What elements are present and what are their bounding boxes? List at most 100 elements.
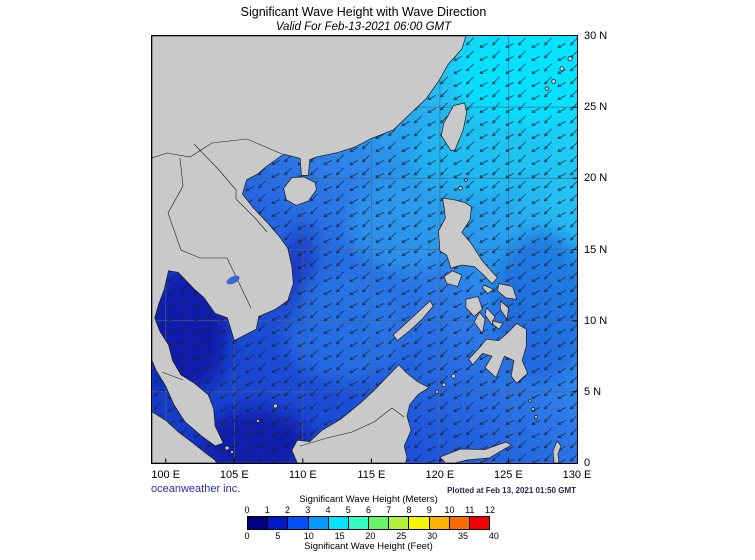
island-sulu-2: [441, 382, 447, 387]
y-tick-label: 30 N: [584, 30, 608, 42]
meters-tick-label: 9: [426, 505, 432, 515]
island-sulu-3: [435, 389, 440, 394]
feet-tick-label: 30: [427, 531, 438, 541]
legend-meters-label: Significant Wave Height (Meters): [299, 494, 438, 505]
land-masbate-island: [481, 284, 495, 295]
map-frame: [151, 35, 578, 464]
colorbar-segment: [369, 517, 390, 529]
y-tick-label: 20 N: [584, 172, 608, 185]
colorbar-segment: [389, 517, 410, 529]
country-borders: [152, 138, 405, 447]
meters-tick-label: 0: [244, 505, 250, 515]
island-riau-1: [224, 445, 230, 451]
meters-tick-label: 4: [325, 505, 331, 515]
feet-tick-label: 35: [458, 531, 469, 541]
feet-ticks: 0 5 10 15 20 25 30 35 40: [244, 531, 498, 541]
colorbar-segment: [429, 517, 450, 529]
legend-feet-label: Significant Wave Height (Feet): [304, 541, 433, 552]
meters-tick-label: 10: [444, 505, 455, 515]
x-tick-label: 100 E: [151, 469, 181, 481]
land-halmahera: [552, 440, 562, 463]
plotted-timestamp: Plotted at Feb 13, 2021 01:50 GMT: [447, 486, 576, 495]
island-ryukyu-2: [544, 86, 549, 91]
x-tick-label: 105 E: [219, 469, 249, 481]
island-riau-2: [230, 450, 234, 454]
feet-tick-label: 20: [365, 531, 376, 541]
chart-title: Significant Wave Height with Wave Direct…: [240, 5, 487, 19]
island-sulu-1: [451, 373, 456, 379]
map-canvas: [152, 36, 577, 463]
border-china-vietnam: [152, 138, 283, 159]
island-batanes: [464, 178, 468, 182]
land-mindoro-island: [443, 270, 463, 287]
colorbar-segment: [449, 517, 470, 529]
feet-tick-label: 25: [396, 531, 407, 541]
border-thailand-laos-cambodia: [167, 157, 252, 309]
island-talaud-2: [534, 415, 538, 419]
island-ryukyu-3: [559, 66, 565, 72]
land-china-indochina: [152, 36, 467, 447]
meters-tick-label: 8: [406, 505, 412, 515]
island-talaud-3: [528, 399, 532, 403]
x-tick-label: 120 E: [425, 469, 455, 481]
colorbar-segment: [308, 517, 329, 529]
colorbar: [247, 516, 490, 530]
y-axis: 30 N 25 N 20 N 15 N 10 N 5 N 0: [584, 30, 628, 469]
y-tick-label: 10 N: [584, 314, 608, 327]
chart-subtitle: Valid For Feb-13-2021 06:00 GMT: [275, 21, 452, 33]
land-samar-island: [497, 283, 518, 300]
meters-tick-label: 11: [465, 505, 475, 515]
x-tick-label: 110 E: [288, 469, 317, 481]
land-palawan-island: [392, 300, 434, 342]
island-babuyan: [458, 186, 463, 191]
land-negros-island: [473, 311, 486, 335]
colorbar-segment: [288, 517, 309, 529]
meters-tick-label: 5: [345, 505, 351, 515]
meters-tick-label: 1: [264, 505, 270, 515]
colorbar-segment: [348, 517, 370, 529]
meters-tick-label: 7: [386, 505, 392, 515]
meters-tick-label: 2: [284, 505, 290, 515]
x-tick-label: 115 E: [357, 469, 386, 481]
y-tick-label: 15 N: [584, 243, 608, 256]
colorbar-segment: [409, 517, 430, 529]
tonle-sap-lake: [226, 275, 240, 285]
island-ryukyu-1: [551, 79, 557, 84]
land-taiwan-island: [440, 102, 467, 151]
x-tick-label: 130 E: [562, 469, 592, 481]
island-talaud-1: [531, 407, 535, 411]
meters-tick-label: 12: [484, 505, 496, 515]
meters-tick-label: 3: [305, 505, 311, 515]
x-tick-label: 125 E: [494, 469, 523, 481]
y-tick-label: 5 N: [584, 385, 602, 398]
island-ryukyu-4: [567, 56, 573, 62]
island-natuna: [273, 403, 278, 409]
x-axis: 100 E 105 E 110 E 115 E 120 E 125 E 130 …: [151, 469, 591, 483]
colorbar-segment: [268, 517, 289, 529]
land-sulawesi-north-arm: [439, 441, 512, 463]
feet-tick-label: 40: [488, 531, 499, 541]
y-tick-label: 25 N: [584, 101, 608, 114]
meters-tick-label: 6: [365, 505, 372, 515]
land-leyte-island: [499, 299, 509, 321]
feet-tick-label: 0: [244, 531, 250, 541]
axis-tick-marks: [165, 106, 577, 463]
island-anambas: [256, 419, 260, 423]
colorbar-segment: [469, 517, 490, 529]
meters-ticks: 0 1 2 3 4 5 6 7 8 9 10 11 12: [244, 505, 495, 515]
land-bohol-island: [491, 320, 504, 330]
land-luzon-island: [438, 197, 498, 285]
y-tick-label: 0: [584, 457, 591, 469]
border-kalimantan: [299, 407, 405, 447]
land-hainan-island: [283, 176, 317, 206]
land-panay-island: [465, 296, 483, 317]
colorbar-segment: [248, 517, 269, 529]
feet-tick-label: 10: [303, 531, 314, 541]
border-vietnam-laos: [193, 143, 268, 233]
border-thailand-malaysia: [161, 371, 184, 381]
chart-header: Significant Wave Height with Wave Direct…: [151, 5, 576, 33]
feet-tick-label: 15: [334, 531, 345, 541]
land-mindanao-island: [468, 323, 529, 384]
